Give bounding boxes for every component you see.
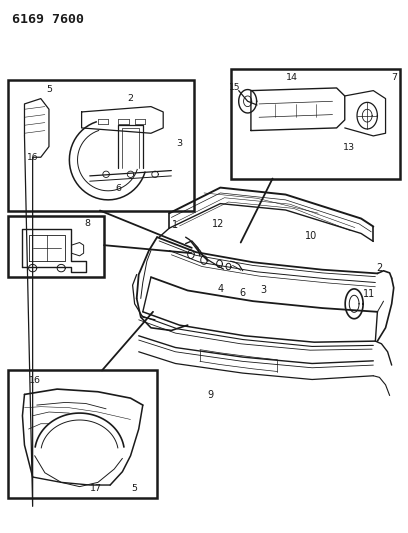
Bar	[8, 80, 194, 211]
Text: 5: 5	[132, 484, 137, 493]
Text: 15: 15	[229, 84, 240, 92]
Text: 13: 13	[343, 143, 355, 152]
Text: 2: 2	[128, 94, 133, 103]
Text: 6: 6	[115, 184, 121, 192]
Text: 17: 17	[90, 484, 102, 493]
Text: 8: 8	[85, 220, 91, 228]
Text: 16: 16	[29, 376, 41, 384]
Text: 3: 3	[260, 286, 266, 295]
Bar	[231, 69, 400, 179]
Text: 5: 5	[46, 85, 52, 93]
Text: 14: 14	[286, 73, 298, 82]
Bar	[8, 370, 157, 498]
Bar	[8, 216, 104, 277]
Text: 6: 6	[239, 288, 245, 298]
Text: 10: 10	[305, 231, 317, 240]
Text: 2: 2	[376, 263, 383, 272]
Text: 11: 11	[363, 289, 375, 299]
Text: 3: 3	[176, 140, 183, 148]
Text: 9: 9	[207, 391, 213, 400]
Text: 6169 7600: 6169 7600	[12, 13, 84, 26]
Text: 16: 16	[27, 153, 38, 161]
Text: 4: 4	[217, 284, 224, 294]
Text: 1: 1	[172, 220, 179, 230]
Text: 12: 12	[212, 219, 224, 229]
Text: 7: 7	[391, 73, 397, 82]
